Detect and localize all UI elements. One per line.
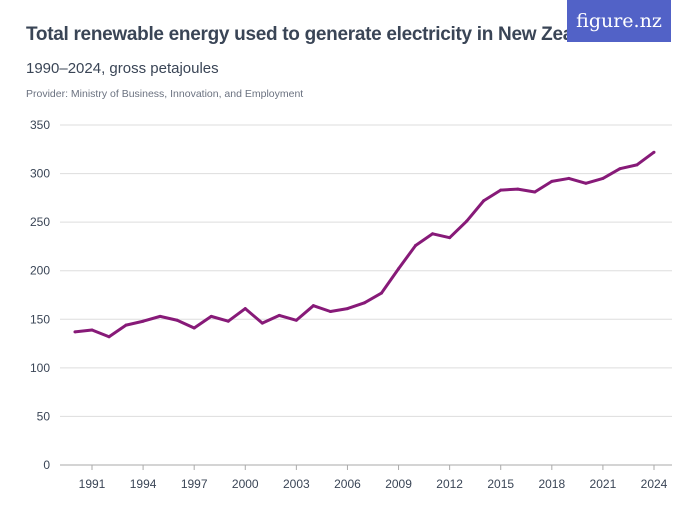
chart-subtitle: 1990–2024, gross petajoules [26,60,219,77]
x-tick-label: 2009 [385,477,412,491]
data-point [175,318,179,322]
x-tick-label: 1994 [130,477,157,491]
data-point [277,313,281,317]
data-point [90,328,94,332]
data-point [328,310,332,314]
chart-title: Total renewable energy used to generate … [26,24,611,45]
y-tick-label: 200 [30,264,50,278]
data-point [431,232,435,236]
data-point [380,291,384,295]
data-point [567,176,571,180]
data-point [260,321,264,325]
x-tick-label: 2000 [232,477,259,491]
x-tick-label: 2018 [538,477,565,491]
data-point [209,314,213,318]
data-point [124,323,128,327]
y-tick-label: 100 [30,361,50,375]
x-tick-label: 2021 [590,477,617,491]
x-tick-label: 1991 [79,477,106,491]
data-point [243,307,247,311]
data-point [397,267,401,271]
data-point [482,199,486,203]
x-tick-label: 1997 [181,477,208,491]
data-point [499,188,503,192]
data-point [448,236,452,240]
y-tick-label: 50 [37,409,51,423]
y-tick-label: 300 [30,167,50,181]
data-point [533,190,537,194]
data-point [73,330,77,334]
data-point [158,314,162,318]
data-point [601,176,605,180]
y-tick-label: 0 [43,458,50,472]
series-line [74,150,655,339]
logo-text: figure.nz [576,10,662,32]
data-point [618,167,622,171]
x-tick-label: 2006 [334,477,361,491]
data-point [345,307,349,311]
data-point [635,163,639,167]
x-tick-label: 2015 [487,477,514,491]
data-point [294,318,298,322]
y-tick-label: 250 [30,215,50,229]
data-point [362,301,366,305]
data-point [311,304,315,308]
data-point [516,187,520,191]
provider-text: Provider: Ministry of Business, Innovati… [26,88,304,100]
x-tick-label: 2012 [436,477,463,491]
data-point [192,326,196,330]
data-point [226,319,230,323]
x-tick-label: 2003 [283,477,310,491]
data-point [107,335,111,339]
y-tick-label: 150 [30,312,50,326]
data-point [652,150,656,154]
data-point [584,181,588,185]
y-tick-label: 350 [30,118,50,132]
data-point [465,219,469,223]
data-point [141,319,145,323]
x-tick-label: 2024 [641,477,668,491]
data-point [550,179,554,183]
data-point [414,243,418,247]
figure-nz-logo[interactable]: figure.nz [567,0,671,42]
